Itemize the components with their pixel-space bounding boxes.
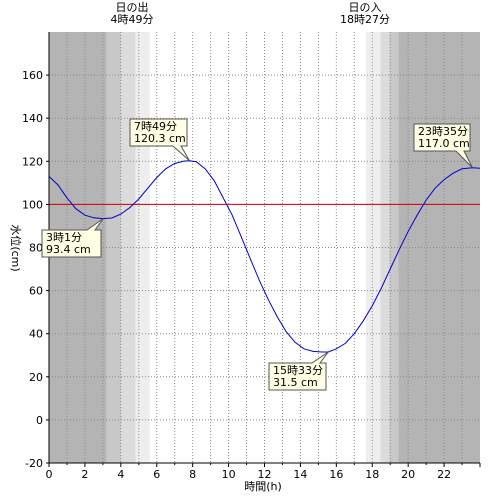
y-tick-label: -20 bbox=[25, 457, 43, 470]
y-tick-label: 140 bbox=[22, 112, 43, 125]
sunset-label: 日の入 18時27分 bbox=[325, 2, 405, 26]
x-tick-label: 6 bbox=[153, 468, 160, 481]
y-tick-label: 20 bbox=[29, 371, 43, 384]
annotation-value: 31.5 cm bbox=[273, 376, 318, 389]
tide-curve bbox=[48, 160, 481, 353]
y-tick-label: 60 bbox=[29, 285, 43, 298]
sunrise-label: 日の出 4時49分 bbox=[92, 2, 172, 26]
annotation-value: 117.0 cm bbox=[418, 137, 470, 150]
y-tick-label: 40 bbox=[29, 328, 43, 341]
x-tick-label: 14 bbox=[293, 468, 307, 481]
x-tick-label: 0 bbox=[46, 468, 53, 481]
x-axis-title: 時間(h) bbox=[244, 480, 282, 493]
sunset-time: 18時27分 bbox=[340, 13, 390, 26]
sunset-title: 日の入 bbox=[348, 1, 382, 14]
x-tick-label: 4 bbox=[117, 468, 124, 481]
x-tick-label: 18 bbox=[365, 468, 379, 481]
annotation-time: 3時1分 bbox=[46, 231, 82, 244]
annotation-time: 7時49分 bbox=[134, 120, 177, 133]
y-axis-title: 水位(cm) bbox=[9, 224, 23, 271]
y-tick-label: 120 bbox=[22, 155, 43, 168]
twilight-band-evening-2 bbox=[380, 32, 390, 463]
annotation-callout bbox=[41, 218, 104, 258]
y-tick-label: 100 bbox=[22, 198, 43, 211]
x-tick-label: 8 bbox=[189, 468, 196, 481]
x-tick-label: 2 bbox=[81, 468, 88, 481]
y-tick-label: 160 bbox=[22, 69, 43, 82]
x-tick-label: 22 bbox=[437, 468, 451, 481]
annotation-value: 120.3 cm bbox=[134, 132, 186, 145]
sunrise-title: 日の出 bbox=[115, 1, 149, 14]
annotation-callout bbox=[268, 351, 329, 391]
annotation-callout bbox=[129, 118, 190, 162]
annotation-time: 15時33分 bbox=[273, 364, 323, 377]
twilight-band-evening-3 bbox=[389, 32, 399, 463]
annotation-time: 23時35分 bbox=[418, 125, 468, 138]
sunrise-time: 4時49分 bbox=[110, 13, 154, 26]
annotation-callout bbox=[413, 123, 473, 169]
x-tick-label: 12 bbox=[258, 468, 272, 481]
annotation-value: 93.4 cm bbox=[46, 243, 91, 256]
y-tick-label: 80 bbox=[29, 242, 43, 255]
twilight-band-morning-1 bbox=[106, 32, 122, 463]
y-tick-label: 0 bbox=[36, 414, 43, 427]
x-tick-label: 16 bbox=[329, 468, 343, 481]
x-tick-label: 10 bbox=[222, 468, 236, 481]
x-tick-label: 20 bbox=[401, 468, 415, 481]
